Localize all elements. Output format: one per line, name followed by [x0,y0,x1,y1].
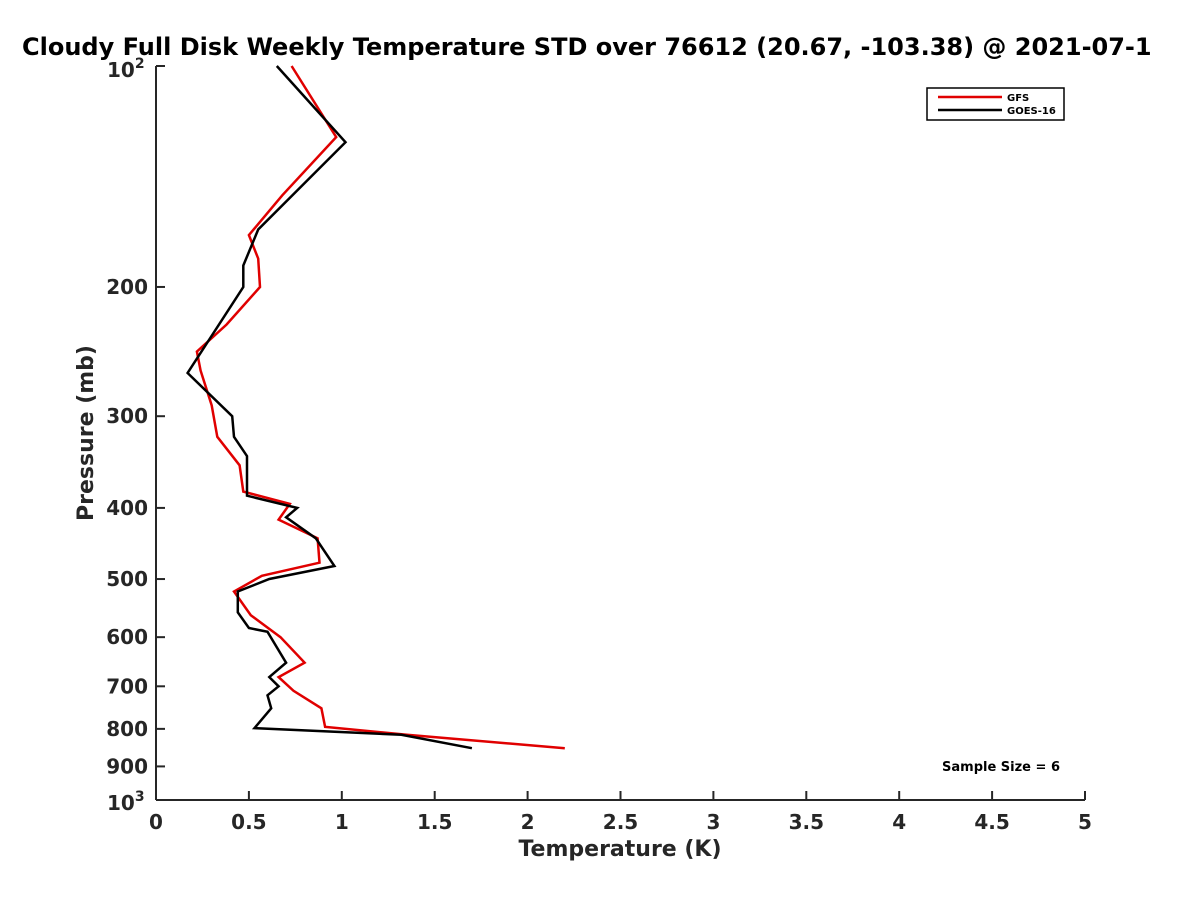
x-tick-label: 3 [706,810,720,834]
y-tick-label-bottom: 103 [107,789,145,815]
x-tick-label: 1 [335,810,349,834]
y-tick-bottom-exp: 3 [135,789,145,805]
y-axis-label: Pressure (mb) [74,345,99,521]
x-ticks: 0 0.5 1 1.5 2 2.5 3 3.5 4 4.5 5 [149,791,1092,834]
chart-title: Cloudy Full Disk Weekly Temperature STD … [22,33,1152,61]
y-tick-label: 700 [106,674,148,698]
sample-size-annotation: Sample Size = 6 [942,760,1060,775]
legend: GFS GOES-16 [926,87,1065,121]
x-tick-label: 1.5 [417,810,452,834]
y-tick-bottom-base: 10 [107,791,135,815]
series-layer [185,65,565,750]
x-tick-label: 2.5 [603,810,638,834]
y-tick-label: 600 [106,625,148,649]
y-tick-top-base: 10 [107,58,135,82]
plot-area: 0 0.5 1 1.5 2 2.5 3 3.5 4 4.5 5 200 300 400 500 600 700… [106,65,1092,834]
legend-label-gfs: GFS [1007,93,1029,104]
y-tick-label: 800 [106,717,148,741]
x-tick-label: 3.5 [789,810,824,834]
x-axis-label: Temperature (K) [518,837,721,862]
y-tick-label-top: 102 [107,56,145,82]
y-tick-label: 300 [106,404,148,428]
legend-label-goes16: GOES-16 [1007,106,1056,117]
y-tick-label: 200 [106,275,148,299]
x-tick-label: 4.5 [974,810,1009,834]
x-tick-label: 0 [149,810,163,834]
x-tick-label: 0.5 [231,810,266,834]
y-ticks: 200 300 400 500 600 700 800 900 [106,65,165,801]
y-tick-label: 400 [106,496,148,520]
y-tick-label: 900 [106,754,148,778]
series-line-goes16 [185,65,473,750]
y-tick-label: 500 [106,567,148,591]
x-tick-label: 4 [892,810,906,834]
series-line-gfs [195,65,565,750]
y-tick-top-exp: 2 [135,56,145,72]
legend-box [926,87,1065,121]
x-tick-label: 2 [521,810,535,834]
x-tick-label: 5 [1078,810,1092,834]
